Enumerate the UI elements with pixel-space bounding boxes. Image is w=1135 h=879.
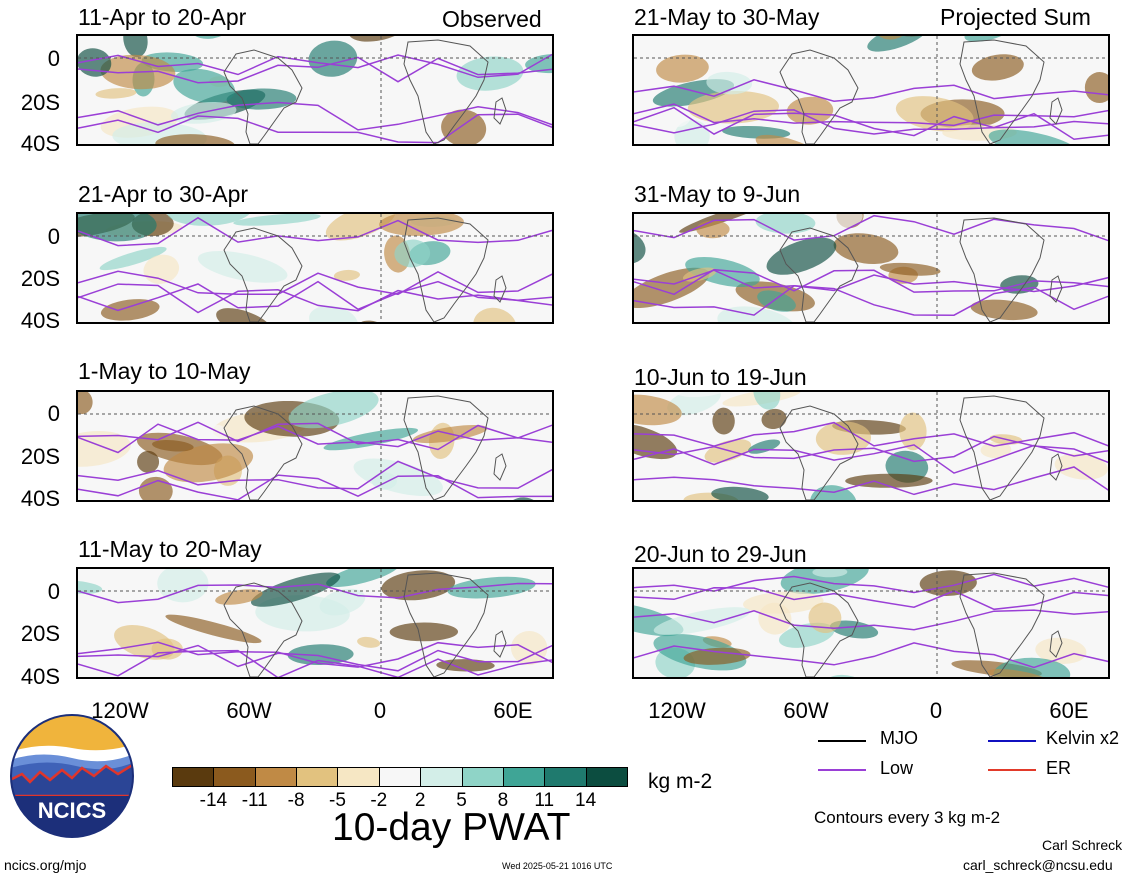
pwat-field (634, 392, 1108, 500)
pwat-field (634, 214, 1108, 322)
colorbar-tick-label: -2 (370, 790, 388, 811)
map-panel (632, 567, 1110, 679)
pwat-field (78, 36, 552, 144)
pwat-field (78, 392, 552, 500)
panel-tag: Observed (442, 6, 542, 32)
lat-label-0: 0 (47, 224, 60, 249)
map-panel (632, 390, 1110, 502)
pwat-field (78, 569, 552, 677)
colorbar-swatch (461, 767, 504, 787)
legend-line-kelvin (988, 740, 1036, 742)
panel-title: 10-Jun to 19-Jun (634, 364, 807, 390)
map-panel (632, 34, 1110, 146)
panel-title: 21-May to 30-May (634, 4, 820, 30)
lon-label-120w: 120W (648, 698, 706, 723)
legend-label-low: Low (880, 758, 914, 778)
colorbar-tick-label: -5 (329, 790, 346, 811)
colorbar-tick-label: 11 (534, 790, 555, 811)
colorbar-tick-label: -11 (241, 790, 268, 811)
map-panel (76, 390, 554, 502)
colorbar (172, 767, 628, 787)
lon-label-60e: 60E (493, 698, 533, 723)
lat-label-0: 0 (47, 46, 60, 71)
lon-label-60e: 60E (1049, 698, 1089, 723)
colorbar-swatch (502, 767, 546, 787)
map-panel (76, 567, 554, 679)
figure-title: 10-day PWAT (332, 806, 571, 849)
colorbar-swatch (296, 767, 339, 787)
legend-label-mjo: MJO (880, 728, 918, 748)
colorbar-swatch (254, 767, 298, 787)
colorbar-tick-label: 14 (575, 790, 597, 811)
colorbar-swatch (213, 767, 256, 787)
lat-label-0: 0 (47, 579, 60, 604)
colorbar-swatch (544, 767, 587, 787)
colorbar-tick-label: -8 (287, 790, 305, 811)
colorbar-tick-label: -14 (199, 790, 228, 811)
legend-line-mjo (818, 740, 866, 742)
pwat-field (634, 569, 1108, 677)
colorbar-tick-label: 2 (414, 790, 426, 811)
timestamp: Wed 2025-05-21 1016 UTC (502, 861, 613, 871)
lon-label-60w: 60W (226, 698, 272, 723)
pwat-field (78, 214, 552, 322)
colorbar-swatch (585, 767, 628, 787)
legend-label-er: ER (1046, 758, 1072, 778)
author: Carl Schreck (1042, 837, 1123, 853)
lat-label-40s: 40S (20, 131, 60, 156)
lat-label-20s: 20S (20, 444, 60, 469)
legend-line-low (818, 769, 866, 771)
contour-note: Contours every 3 kg m-2 (814, 808, 1001, 827)
panel-title: 1-May to 10-May (78, 358, 251, 384)
panel-title: 11-May to 20-May (78, 536, 262, 562)
site-link[interactable]: ncics.org/mjo (4, 857, 87, 873)
lat-label-40s: 40S (20, 486, 60, 511)
colorbar-swatch (337, 767, 380, 787)
colorbar-swatch (172, 767, 215, 787)
colorbar-tick-label: 8 (497, 790, 509, 811)
map-panel (76, 212, 554, 324)
author-email[interactable]: carl_schreck@ncsu.edu (963, 857, 1113, 873)
panel-title: 31-May to 9-Jun (634, 181, 801, 207)
logo-text: NCICS (38, 798, 106, 823)
colorbar-tick-label: 5 (456, 790, 467, 811)
lat-label-0: 0 (47, 401, 60, 426)
panel-title: 21-Apr to 30-Apr (78, 181, 249, 207)
colorbar-units: kg m-2 (648, 770, 713, 793)
lat-label-20s: 20S (20, 90, 60, 115)
colorbar-swatch (420, 767, 463, 787)
lat-label-40s: 40S (20, 308, 60, 333)
lat-label-40s: 40S (20, 664, 60, 689)
legend-label-kelvin: Kelvin x2 (1046, 728, 1120, 748)
panel-tag: Projected Sum (940, 4, 1091, 30)
lon-label-120w: 120W (91, 698, 149, 723)
panel-title: 20-Jun to 29-Jun (634, 541, 807, 567)
legend-line-er (988, 769, 1036, 771)
lon-label-0: 0 (373, 698, 387, 723)
lat-label-20s: 20S (20, 621, 60, 646)
lon-label-0: 0 (929, 698, 943, 723)
map-panel (76, 34, 554, 146)
colorbar-swatch (378, 767, 422, 787)
colorbar-labels: -14 -11 -8 -5 -2 2 5 8 11 14 (172, 790, 627, 814)
panel-title: 11-Apr to 20-Apr (78, 4, 247, 30)
ncics-logo: NCICS (10, 714, 134, 843)
lon-label-60w: 60W (783, 698, 829, 723)
lat-label-20s: 20S (20, 266, 60, 291)
map-panel (632, 212, 1110, 324)
pwat-field (634, 36, 1108, 144)
